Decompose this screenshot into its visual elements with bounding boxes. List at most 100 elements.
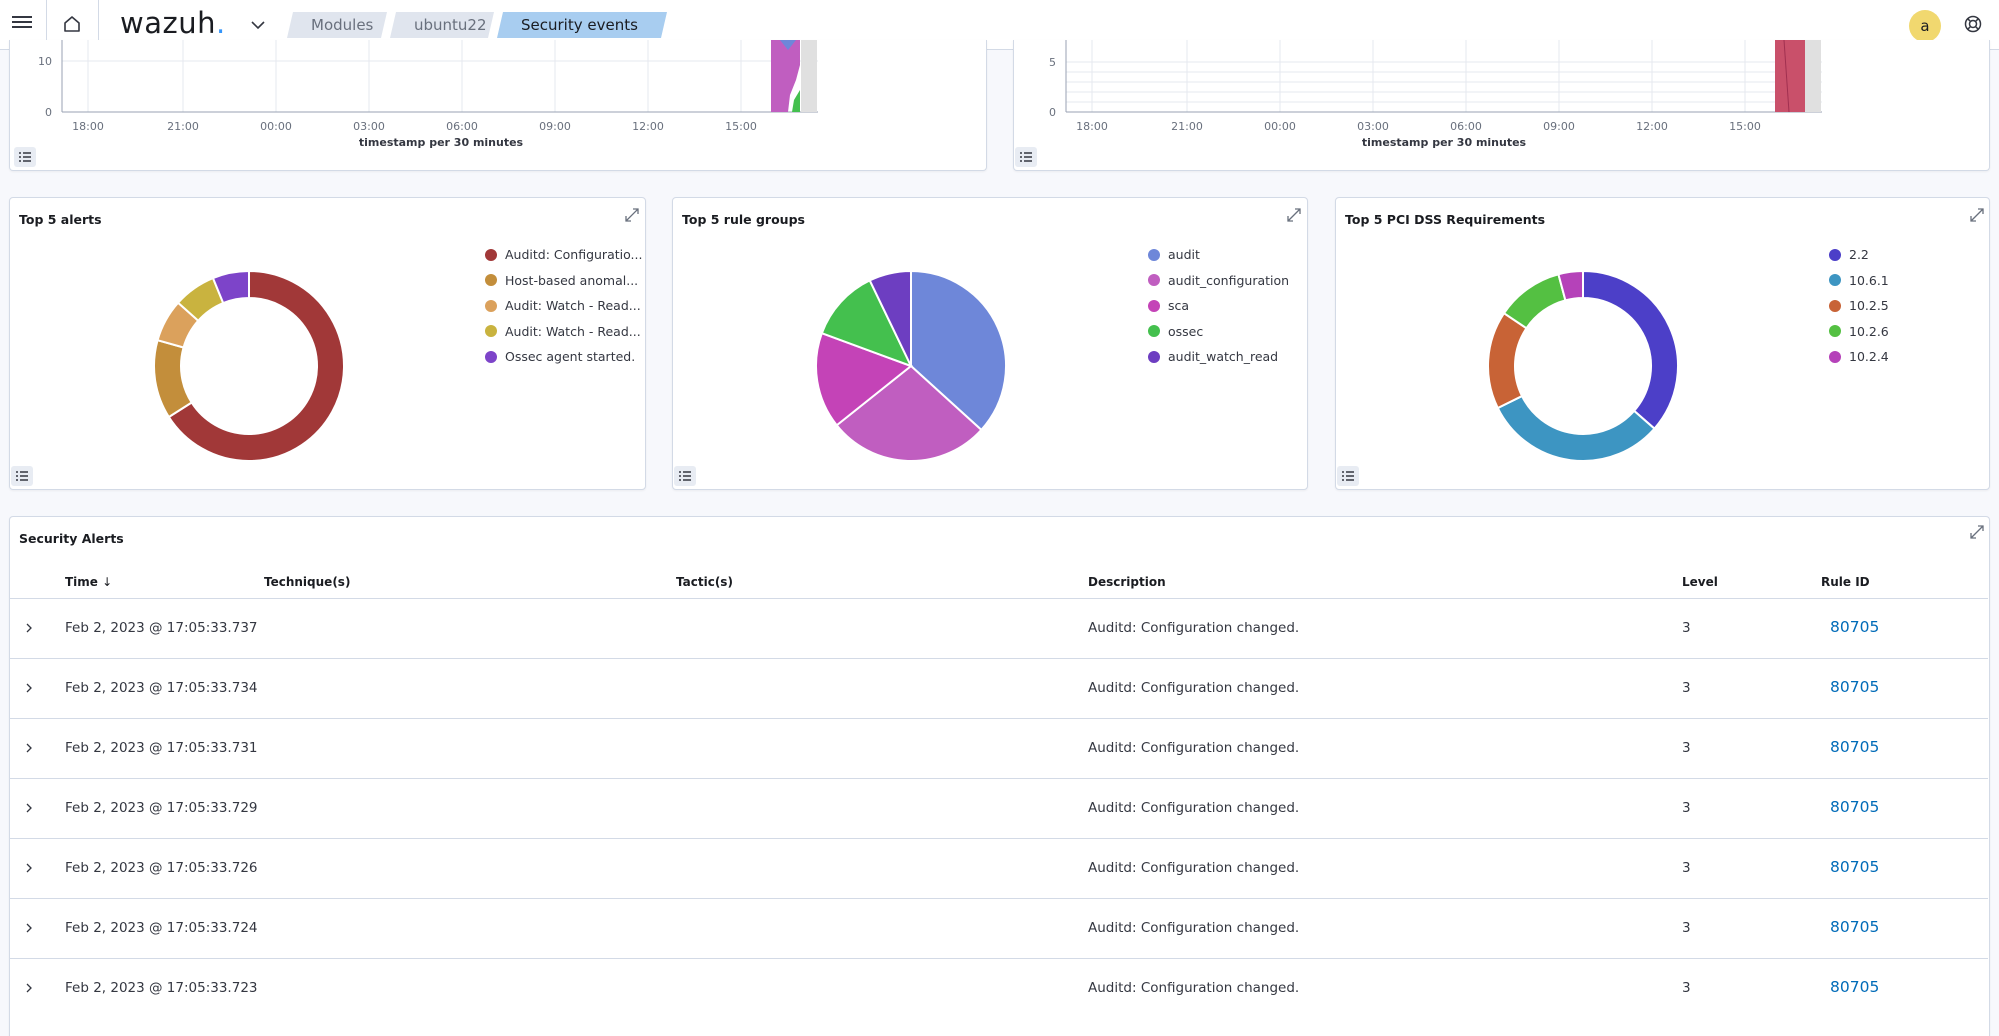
divider (98, 0, 99, 50)
table-row[interactable]: Feb 2, 2023 @ 17:05:33.724 Auditd: Config… (10, 898, 1988, 958)
legend-swatch (1148, 299, 1160, 312)
column-header-rule-id[interactable]: Rule ID (1821, 575, 1870, 589)
toggle-legend-button[interactable] (1337, 466, 1359, 486)
wazuh-logo[interactable]: wazuh. (120, 6, 226, 40)
pie-slice[interactable] (1502, 273, 1567, 330)
rule-id-link[interactable]: 80705 (1830, 858, 1880, 876)
menu-icon[interactable] (12, 13, 32, 33)
cell-level: 3 (1682, 980, 1691, 996)
cell-level: 3 (1682, 620, 1691, 636)
pie-slice[interactable] (1557, 269, 1584, 302)
rule-id-link[interactable]: 80705 (1830, 618, 1880, 636)
cell-time: Feb 2, 2023 @ 17:05:33.737 (65, 620, 258, 636)
chevron-down-icon[interactable] (248, 15, 268, 35)
rule-id-link[interactable]: 80705 (1830, 918, 1880, 936)
chevron-right-icon[interactable] (22, 621, 36, 635)
pie-slice[interactable] (868, 269, 912, 367)
pie-slice[interactable] (211, 269, 250, 305)
legend-item[interactable]: Ossec agent started. (485, 344, 642, 370)
legend-label: 10.2.6 (1849, 323, 1889, 339)
rule-id-link[interactable]: 80705 (1830, 738, 1880, 756)
pie-slice[interactable] (1487, 311, 1528, 410)
legend-item[interactable]: ossec (1148, 319, 1289, 345)
legend-swatch (1829, 274, 1841, 287)
rule-id-link[interactable]: 80705 (1830, 798, 1880, 816)
chevron-right-icon[interactable] (22, 981, 36, 995)
panel-title: Top 5 alerts (19, 212, 102, 227)
toggle-legend-button[interactable] (1015, 147, 1037, 167)
expand-icon[interactable] (1285, 206, 1303, 224)
cell-description: Auditd: Configuration changed. (1088, 740, 1300, 756)
rule-id-link[interactable]: 80705 (1830, 978, 1880, 996)
chevron-right-icon[interactable] (22, 681, 36, 695)
legend-item[interactable]: 10.2.6 (1829, 319, 1889, 345)
table-row[interactable]: Feb 2, 2023 @ 17:05:33.737 Auditd: Config… (10, 598, 1988, 658)
table-row[interactable]: Feb 2, 2023 @ 17:05:33.723 Auditd: Config… (10, 958, 1988, 1018)
legend-item[interactable]: Audit: Watch - Read... (485, 293, 642, 319)
toggle-legend-button[interactable] (14, 147, 36, 167)
pie-slice[interactable] (820, 279, 913, 368)
column-header-tactics[interactable]: Tactic(s) (676, 575, 733, 589)
x-tick-label: 18:00 (1076, 120, 1108, 133)
x-axis-title: timestamp per 30 minutes (1362, 136, 1527, 149)
pie-slice[interactable] (167, 269, 345, 462)
column-header-level[interactable]: Level (1682, 575, 1718, 589)
pie-slice[interactable] (835, 364, 983, 462)
series-area (1775, 40, 1805, 112)
pie-slice[interactable] (910, 269, 1007, 432)
legend-item[interactable]: Audit: Watch - Read... (485, 319, 642, 345)
chevron-right-icon[interactable] (22, 861, 36, 875)
legend-swatch (485, 274, 497, 287)
legend-item[interactable]: sca (1148, 293, 1289, 319)
table-row[interactable]: Feb 2, 2023 @ 17:05:33.731 Auditd: Config… (10, 718, 1988, 778)
pie-slice[interactable] (1496, 394, 1656, 462)
y-tick-label: 0 (1049, 106, 1056, 119)
expand-icon[interactable] (623, 206, 641, 224)
breadcrumb-agent[interactable]: ubuntu22 (390, 12, 494, 38)
legend-label: 10.2.4 (1849, 349, 1889, 365)
top-5-pci-dss-panel: Top 5 PCI DSS Requirements 2.2 10.6.1 10… (1335, 197, 1990, 490)
pie-slice[interactable] (1582, 269, 1679, 431)
legend-item[interactable]: audit_watch_read (1148, 344, 1289, 370)
panel-title: Top 5 PCI DSS Requirements (1345, 212, 1546, 227)
cell-description: Auditd: Configuration changed. (1088, 980, 1300, 996)
toggle-legend-button[interactable] (11, 466, 33, 486)
column-header-techniques[interactable]: Technique(s) (264, 575, 351, 589)
rule-groups-pie-chart (815, 269, 1007, 462)
legend-item[interactable]: 10.2.4 (1829, 344, 1889, 370)
chevron-right-icon[interactable] (22, 741, 36, 755)
home-icon[interactable] (62, 14, 82, 34)
chevron-right-icon[interactable] (22, 801, 36, 815)
table-row[interactable]: Feb 2, 2023 @ 17:05:33.726 Auditd: Config… (10, 838, 1988, 898)
current-bucket-shade (1805, 40, 1821, 112)
avatar[interactable]: a (1909, 10, 1941, 42)
column-header-description[interactable]: Description (1088, 575, 1166, 589)
table-row[interactable]: Feb 2, 2023 @ 17:05:33.734 Auditd: Config… (10, 658, 1988, 718)
legend-item[interactable]: Auditd: Configuratio... (485, 242, 642, 268)
rule-id-link[interactable]: 80705 (1830, 678, 1880, 696)
expand-icon[interactable] (1968, 523, 1986, 541)
breadcrumb-modules[interactable]: Modules (287, 12, 387, 38)
expand-icon[interactable] (1968, 206, 1986, 224)
chevron-right-icon[interactable] (22, 921, 36, 935)
legend-item[interactable]: 2.2 (1829, 242, 1889, 268)
legend-item[interactable]: audit (1148, 242, 1289, 268)
security-alerts-panel: Security Alerts Time ↓ Technique(s) Tact… (9, 516, 1990, 1036)
legend-label: Audit: Watch - Read... (505, 298, 641, 314)
legend-item[interactable]: 10.2.5 (1829, 293, 1889, 319)
column-header-time[interactable]: Time ↓ (65, 575, 112, 589)
legend-item[interactable]: audit_configuration (1148, 268, 1289, 294)
chart-legend: Auditd: Configuratio... Host-based anoma… (485, 242, 642, 370)
alert-level-evolution-panel: 5 0 18:00 21:00 00:00 03:00 06:00 09:00 … (1013, 40, 1990, 171)
pie-slice[interactable] (815, 331, 914, 427)
legend-item[interactable]: Host-based anomal... (485, 268, 642, 294)
table-row[interactable]: Feb 2, 2023 @ 17:05:33.729 Auditd: Config… (10, 778, 1988, 838)
list-icon (19, 152, 31, 162)
help-icon[interactable] (1963, 14, 1983, 34)
divider (46, 0, 47, 50)
pie-slice[interactable] (153, 338, 194, 419)
toggle-legend-button[interactable] (674, 466, 696, 486)
breadcrumb-security-events[interactable]: Security eventsi (497, 12, 667, 38)
x-tick-label: 09:00 (1543, 120, 1575, 133)
legend-item[interactable]: 10.6.1 (1829, 268, 1889, 294)
